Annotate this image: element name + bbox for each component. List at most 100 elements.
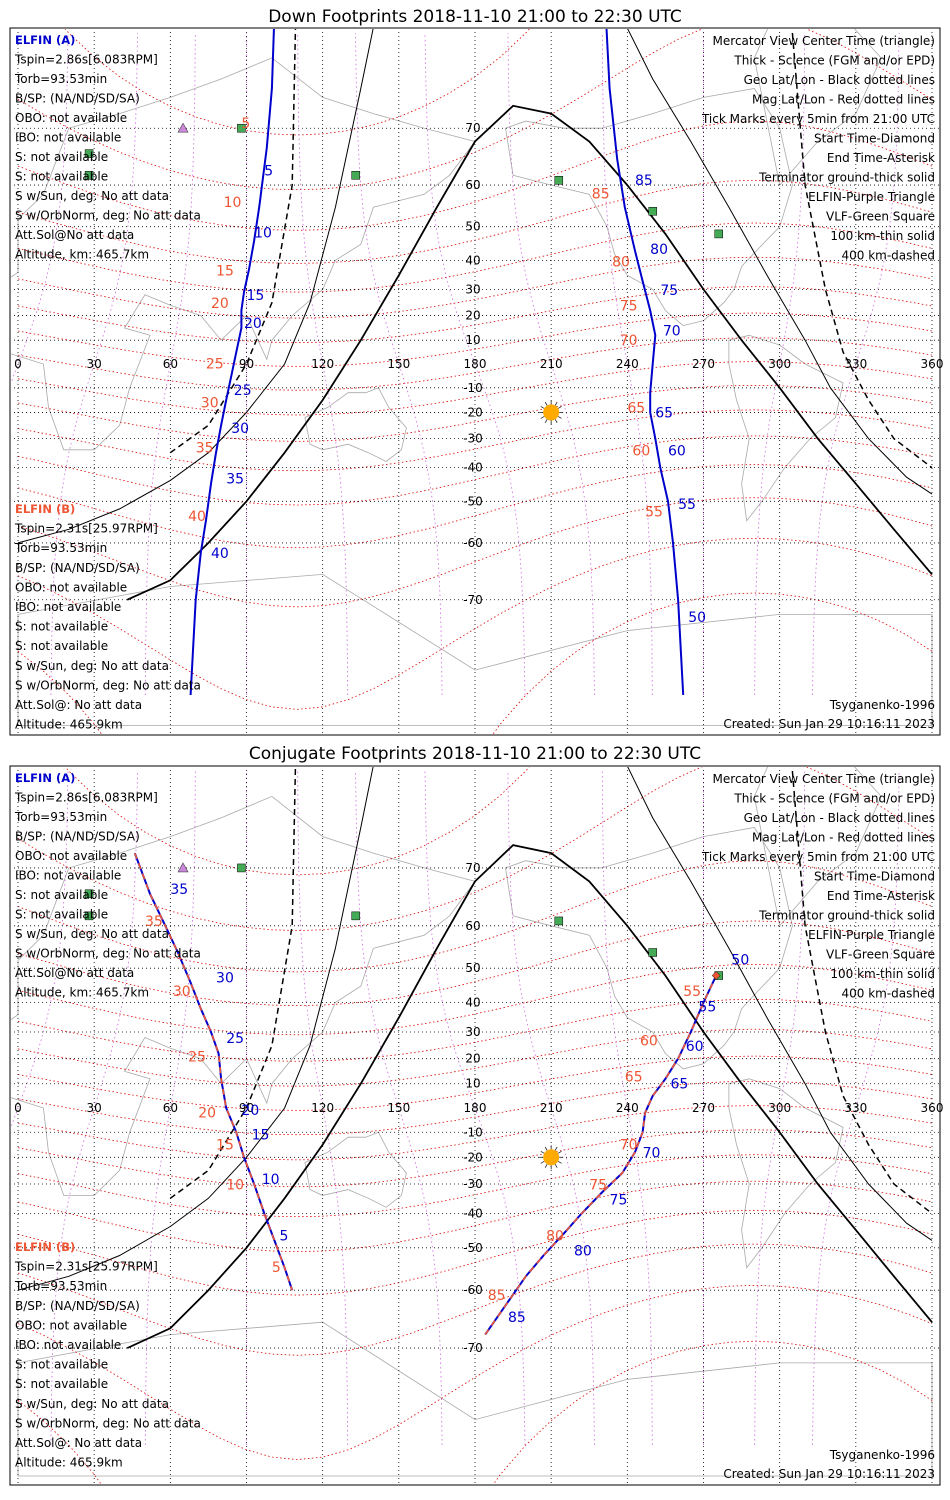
vlf-station-marker [237,863,246,873]
track-tick-label: 5 [280,1228,289,1244]
y-tick-label: 50 [465,220,480,234]
y-tick-label: -30 [463,1177,483,1191]
terminator-400km [791,770,933,1215]
track-tick-label: 25 [234,383,252,399]
track-tick-label: 85 [635,173,653,189]
mag-lat-line [17,963,933,1036]
vlf-station-marker [84,171,94,180]
mag-lat-line [17,222,933,293]
track-tick-label: 30 [173,984,191,1000]
legend-line: Tick Marks every 5min from 21:00 UTC [701,112,935,126]
track-elfin-a [484,975,718,1336]
elfin-a-info-line: Torb=93.53min [14,810,107,824]
legend-line: Terminator ground-thick solid [758,909,935,923]
x-tick-label: 120 [311,357,334,371]
created-timestamp: Created: Sun Jan 29 10:16:11 2023 [723,1467,935,1481]
track-tick-label: 20 [244,316,262,332]
x-tick-label: 90 [239,1101,254,1115]
track-tick-label: 5 [241,116,250,132]
y-tick-label: -40 [463,461,483,475]
panel-1: Down Footprints 2018-11-10 21:00 to 22:3… [9,7,943,736]
track-tick-label: 60 [640,1034,658,1050]
elfin-a-header: ELFIN (A) [15,771,75,785]
mag-lat-line [17,537,933,710]
elfin-a-info-line: Altitude, km: 465.7km [15,986,149,1000]
y-tick-label: -10 [463,381,483,395]
x-tick-label: 210 [540,357,563,371]
track-tick-label: 80 [574,1243,592,1259]
track-tick-label: 65 [627,400,645,416]
elfin-b-info-line: Torb=93.53min [14,541,107,555]
legend-line: End Time-Asterisk [827,889,935,903]
x-tick-label: 60 [163,1101,178,1115]
track-tick-label: 65 [625,1069,643,1085]
terminator-100km [627,29,933,495]
y-tick-label: -60 [463,536,483,550]
x-tick-label: 180 [464,1101,487,1115]
track-tick-label: 15 [247,288,265,304]
legend-line: 100 km-thin solid [830,967,935,981]
model-name: Tsyganenko-1996 [829,698,935,712]
track-tick-label: 25 [206,357,224,373]
chart-title: Down Footprints 2018-11-10 21:00 to 22:3… [268,7,682,27]
mag-lat-line [17,1243,933,1356]
elfin-b-info-line: Att.Sol@: No att data [15,1436,142,1450]
legend-line: Terminator ground-thick solid [758,171,935,185]
elfin-b-info-line: B/SP: (NA/ND/SD/SA) [15,1299,140,1313]
elfin-b-info-line: S: not available [15,1358,108,1372]
landmass-outline [753,767,882,927]
terminator-100km [17,767,374,1291]
start-diamond [711,971,721,980]
elfin-a-info-line: OBO: not available [15,849,127,863]
legend-line: 100 km-thin solid [830,229,935,243]
elfin-b-info-line: Tspin=2.31s[25.97RPM] [14,522,158,536]
landmass-outline [753,29,882,186]
legend-line: VLF-Green Square [826,210,935,224]
legend-line: Geo Lat/Lon - Black dotted lines [744,811,935,825]
track-tick-label: 5 [272,1260,281,1276]
mag-lat-line [17,497,933,608]
elfin-a-info-line: B/SP: (NA/ND/SD/SA) [15,92,140,106]
x-tick-label: 300 [768,1101,791,1115]
track-tick-label: 30 [231,421,249,437]
track-tick-label: 70 [620,1138,638,1154]
track-tick-label: 55 [678,497,696,513]
elfin-a-info-line: Tspin=2.86s[6.083RPM] [14,53,158,67]
elfin-a-info-line: S: not available [15,150,108,164]
plot-area [11,767,939,1484]
track-tick-label: 50 [688,610,706,626]
elfin-b-info-line: S w/OrbNorm, deg: No att data [15,678,201,692]
elfin-b-info-line: S: not available [15,639,108,653]
y-tick-label: 10 [465,1077,480,1091]
legend-line: Mercator View Center Time (triangle) [713,772,935,786]
elfin-a-header: ELFIN (A) [15,33,75,47]
y-tick-label: -40 [463,1207,483,1221]
sun-icon [539,400,564,425]
elfin-b-info-line: S w/Sun, deg: No att data [15,1397,169,1411]
track-tick-label: 80 [612,254,630,270]
track-tick-label: 80 [650,242,668,258]
elfin-a-info-line: S w/Sun, deg: No att data [15,927,169,941]
track-tick-label: 55 [698,1000,716,1016]
mag-lat-line [17,592,933,734]
vlf-station-marker [554,176,564,185]
terminator-100km [17,29,374,544]
x-tick-label: 360 [921,1101,944,1115]
legend-line: ELFIN-Purple Triangle [808,928,935,942]
legend-line: Start Time-Diamond [814,132,935,146]
x-tick-label: 0 [14,1101,22,1115]
vlf-station-marker [648,207,657,216]
elfin-a-info-line: S w/OrbNorm, deg: No att data [15,947,201,961]
legend-line: Mag Lat/Lon - Red dotted lines [752,93,935,107]
elfin-b-header: ELFIN (B) [15,502,75,516]
track-tick-label: 75 [589,1178,607,1194]
track-tick-label: 70 [620,333,638,349]
y-tick-label: 70 [465,861,480,875]
legend-line: Geo Lat/Lon - Black dotted lines [744,73,935,87]
track-tick-label: 5 [264,163,273,179]
vlf-station-marker [554,916,564,926]
mag-lat-line [17,1055,933,1111]
track-tick-label: 40 [188,509,206,525]
elfin-b-info-line: IBO: not available [15,1338,121,1352]
x-tick-label: 240 [616,357,639,371]
